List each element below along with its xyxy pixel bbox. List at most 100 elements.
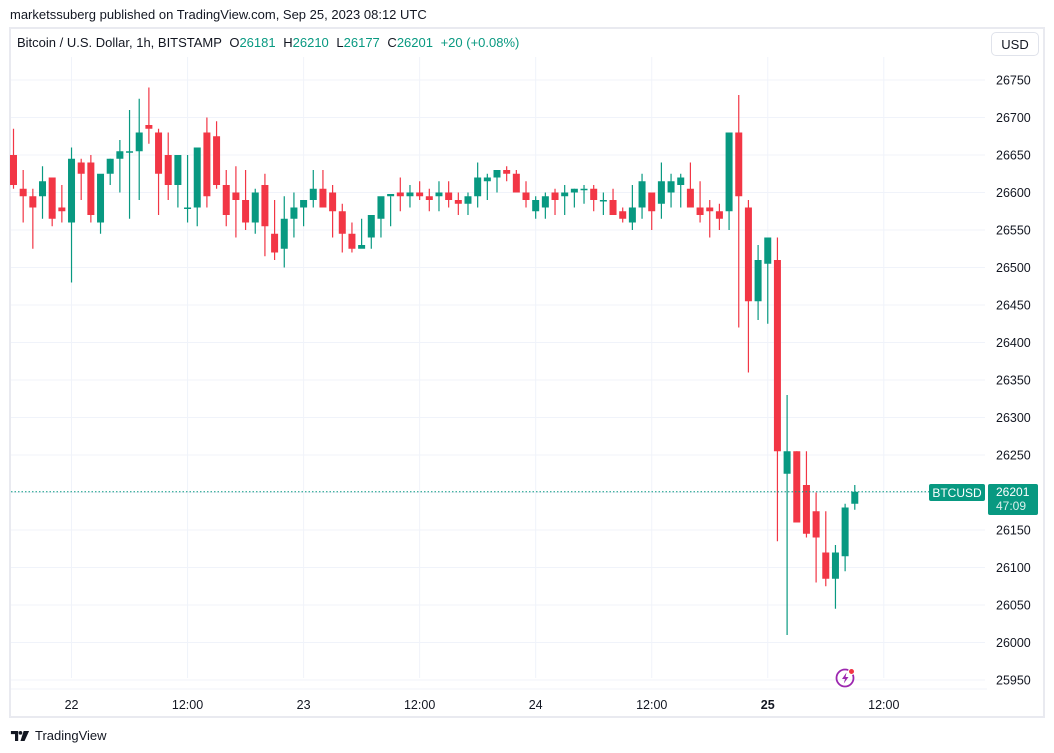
chart-frame[interactable] (9, 27, 1045, 718)
candle (532, 200, 540, 212)
candle (290, 207, 298, 219)
price-tick-label: 26650 (996, 149, 1031, 163)
candle (744, 207, 752, 302)
candle (97, 173, 105, 223)
candle (512, 173, 520, 193)
candle (77, 162, 85, 174)
price-tick-label: 26400 (996, 336, 1031, 350)
candle (435, 192, 443, 197)
candle (619, 211, 627, 219)
candle (580, 188, 588, 191)
price-tick-label: 26550 (996, 224, 1031, 238)
candle (812, 511, 820, 538)
candle (135, 132, 143, 152)
candle (416, 192, 424, 197)
candle (222, 185, 230, 215)
candle (570, 188, 578, 193)
candle (764, 237, 772, 264)
candle (599, 200, 607, 202)
candle (464, 196, 472, 204)
candle (522, 192, 530, 200)
candle (68, 158, 76, 223)
candle (145, 125, 153, 129)
candle (193, 147, 201, 208)
candle (551, 192, 559, 200)
candle (561, 192, 569, 197)
published-caption: marketssuberg published on TradingView.c… (10, 7, 427, 22)
candle (638, 181, 646, 208)
candle (696, 207, 704, 215)
price-tick-label: 26450 (996, 299, 1031, 313)
candle (609, 200, 617, 215)
candle (425, 196, 433, 200)
candle (387, 194, 395, 197)
candle (271, 233, 279, 253)
price-tick-label: 26250 (996, 449, 1031, 463)
time-tick-label: 25 (761, 698, 775, 712)
candle (493, 170, 501, 178)
candle (39, 181, 47, 197)
price-tick-label: 26600 (996, 186, 1031, 200)
tradingview-brand[interactable]: TradingView (35, 728, 107, 743)
price-axis[interactable]: 2595026000260502610026150262002625026300… (996, 74, 1031, 688)
grid-lines (11, 57, 987, 690)
candle (203, 132, 211, 197)
price-tick-label: 26750 (996, 74, 1031, 88)
price-tick-label: 26700 (996, 111, 1031, 125)
candles (10, 87, 859, 635)
candle (822, 552, 830, 579)
candle (541, 196, 549, 208)
candle (715, 211, 723, 219)
candle (280, 218, 288, 249)
candle (242, 200, 250, 223)
open-value: 26181 (239, 35, 276, 50)
candle (232, 192, 240, 200)
time-tick-label: 22 (65, 698, 79, 712)
candle (377, 196, 385, 219)
price-tick-label: 26350 (996, 374, 1031, 388)
candle (648, 192, 656, 212)
candle (773, 260, 781, 452)
candle (406, 192, 414, 197)
candle (725, 132, 733, 212)
candle (155, 132, 163, 174)
currency-button[interactable]: USD (991, 32, 1039, 56)
candle (19, 188, 27, 197)
low-value: 26177 (343, 35, 380, 50)
candle (58, 207, 66, 212)
candle (735, 132, 743, 197)
candle (831, 552, 839, 579)
candle (126, 151, 134, 153)
last-price: 26201 (996, 485, 1030, 499)
candle (483, 177, 491, 182)
candle (358, 245, 366, 249)
price-tick-label: 26150 (996, 524, 1031, 538)
candle (48, 177, 56, 219)
symbol-title[interactable]: Bitcoin / U.S. Dollar, 1h, BITSTAMP (17, 35, 222, 50)
series-legend: Bitcoin / U.S. Dollar, 1h, BITSTAMP O261… (17, 35, 520, 50)
candle (300, 200, 308, 208)
candle (396, 192, 404, 197)
time-tick-label: 12:00 (868, 698, 899, 712)
candle (251, 192, 259, 223)
candle (474, 177, 482, 197)
candle (793, 451, 801, 523)
candle (503, 170, 511, 174)
alert-lightning-icon[interactable] (834, 666, 858, 690)
price-tick-label: 26500 (996, 261, 1031, 275)
tradingview-logo-icon[interactable] (10, 730, 30, 741)
time-tick-label: 24 (529, 698, 543, 712)
time-tick-label: 23 (297, 698, 311, 712)
footer: TradingView (10, 728, 107, 743)
candle (338, 211, 346, 234)
candle (319, 188, 327, 208)
time-axis[interactable]: 22 12:00 23 12:00 24 12:00 25 12:00 (65, 698, 900, 712)
price-tick-label: 25950 (996, 674, 1031, 688)
candle (851, 491, 859, 504)
candle (657, 181, 665, 204)
candle (686, 188, 694, 208)
candle (174, 155, 182, 185)
candle (706, 207, 714, 212)
high-value: 26210 (292, 35, 329, 50)
